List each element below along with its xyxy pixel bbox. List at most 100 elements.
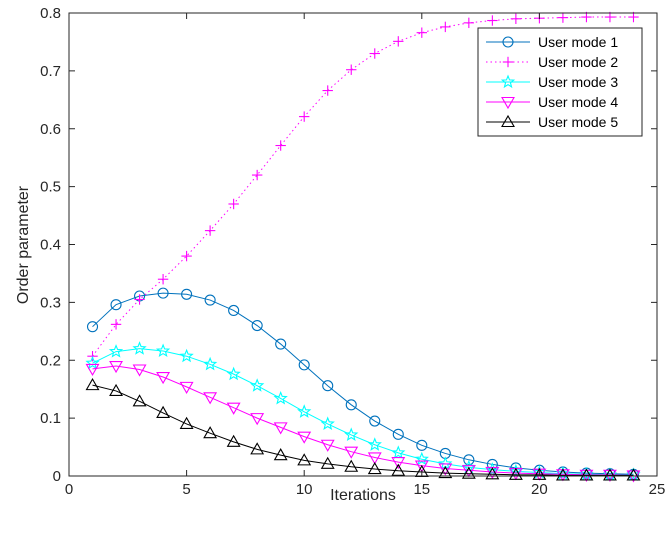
- legend-marker: [502, 36, 514, 48]
- series-2-point: [463, 17, 475, 29]
- series-5-point: [485, 467, 500, 480]
- legend-label: User mode 4: [538, 94, 618, 110]
- series-1-point: [157, 287, 169, 299]
- series-5-point: [603, 468, 617, 481]
- series-4-point: [320, 439, 335, 452]
- legend-label: User mode 3: [538, 74, 618, 90]
- series-3-point: [202, 356, 218, 371]
- series-2-point: [628, 11, 639, 23]
- series-4-point: [85, 363, 100, 377]
- x-tick-label: 25: [649, 481, 666, 498]
- y-tick-label: 0.3: [40, 294, 61, 311]
- series-5-point: [320, 456, 335, 469]
- series-2-point: [510, 13, 522, 24]
- series-4-point: [461, 465, 476, 478]
- series-5-point: [344, 459, 359, 472]
- series-4-point: [438, 463, 453, 476]
- y-axis-label: Order parameter: [15, 185, 32, 304]
- series-5-point: [555, 468, 570, 481]
- y-tick-label: 0.2: [40, 352, 61, 369]
- y-tick-label: 0: [53, 468, 61, 485]
- series-3-point: [226, 366, 241, 381]
- series-1-point: [463, 454, 475, 466]
- series-1-point: [416, 439, 428, 451]
- series-2-point: [181, 250, 192, 262]
- legend-marker: [502, 56, 514, 68]
- series-5-point: [85, 378, 100, 391]
- series-3-point: [250, 378, 265, 392]
- x-axis-label: Iterations: [330, 487, 396, 504]
- series-1-point: [298, 359, 310, 371]
- series-5-point: [179, 416, 194, 429]
- series-5-point: [391, 463, 406, 476]
- series-1-point: [204, 294, 216, 306]
- legend-label: User mode 1: [538, 34, 618, 50]
- series-1-point: [110, 299, 122, 311]
- series-4-point: [179, 381, 194, 394]
- y-tick-label: 0.6: [40, 121, 61, 138]
- series-2-point: [393, 36, 404, 47]
- series-2-point: [251, 169, 263, 181]
- series-layer: [85, 11, 641, 483]
- series-5-point: [226, 434, 241, 447]
- series-5-point: [438, 465, 453, 479]
- series-5-point: [250, 442, 265, 455]
- series-4-point: [250, 413, 265, 426]
- y-tick-label: 0.7: [40, 63, 61, 80]
- series-2-point: [487, 15, 498, 26]
- x-tick-label: 15: [413, 481, 430, 498]
- series-3-point: [414, 451, 429, 466]
- series-1-point: [86, 321, 99, 333]
- series-2-point: [604, 11, 616, 23]
- series-1-point: [275, 338, 287, 350]
- series-1-point: [392, 428, 404, 440]
- y-tick-label: 0.4: [40, 237, 61, 254]
- legend-marker: [501, 96, 515, 110]
- series-4-point: [367, 452, 382, 465]
- series-2-point: [557, 12, 569, 23]
- series-5-point: [508, 467, 523, 480]
- ticks-layer: 0 5 10 15 20 25 0 0.1 0.2 0.3 0.4 0.5 0.6 0.7 0.8: [40, 5, 665, 498]
- series-2-point: [204, 225, 216, 236]
- series-1-point: [369, 415, 381, 427]
- series-2-point: [440, 21, 451, 33]
- y-tick-label: 0.1: [40, 410, 61, 427]
- series-5-point: [579, 468, 594, 481]
- series-5-point: [532, 467, 547, 480]
- series-2-point: [157, 274, 169, 285]
- series-5-point: [156, 405, 171, 418]
- series-1-point: [181, 288, 193, 300]
- series-3-point: [273, 390, 288, 405]
- series-3-point: [179, 348, 194, 363]
- series-3-point: [320, 416, 335, 430]
- series-2: [87, 11, 639, 362]
- series-3-point: [297, 404, 312, 418]
- series-4-point: [414, 460, 429, 473]
- series-3-point: [367, 437, 382, 451]
- series-2-point: [275, 140, 286, 151]
- series-3-point: [108, 344, 124, 358]
- series-1-point: [228, 304, 240, 317]
- x-tick-label: 20: [531, 481, 548, 498]
- series-1-point: [251, 319, 263, 332]
- series-4-point: [226, 402, 241, 415]
- series-3-point: [132, 341, 147, 355]
- series-2-point: [369, 48, 380, 59]
- x-tick-label: 0: [65, 481, 73, 498]
- series-3-point: [155, 343, 171, 358]
- series-2-point: [299, 111, 310, 122]
- series-2-point: [134, 294, 145, 305]
- series-5-point: [626, 468, 641, 481]
- series-5-point: [109, 383, 123, 396]
- series-2-point: [581, 11, 592, 23]
- series-4-point: [156, 371, 171, 385]
- series-3-point: [344, 427, 359, 441]
- legend-label: User mode 5: [538, 114, 618, 130]
- y-tick-label: 0.5: [40, 179, 61, 196]
- x-tick-label: 10: [296, 481, 313, 498]
- series-5-point: [461, 466, 476, 479]
- x-tick-label: 5: [182, 481, 190, 498]
- series-5-point: [297, 453, 312, 466]
- series-4-point: [203, 392, 218, 405]
